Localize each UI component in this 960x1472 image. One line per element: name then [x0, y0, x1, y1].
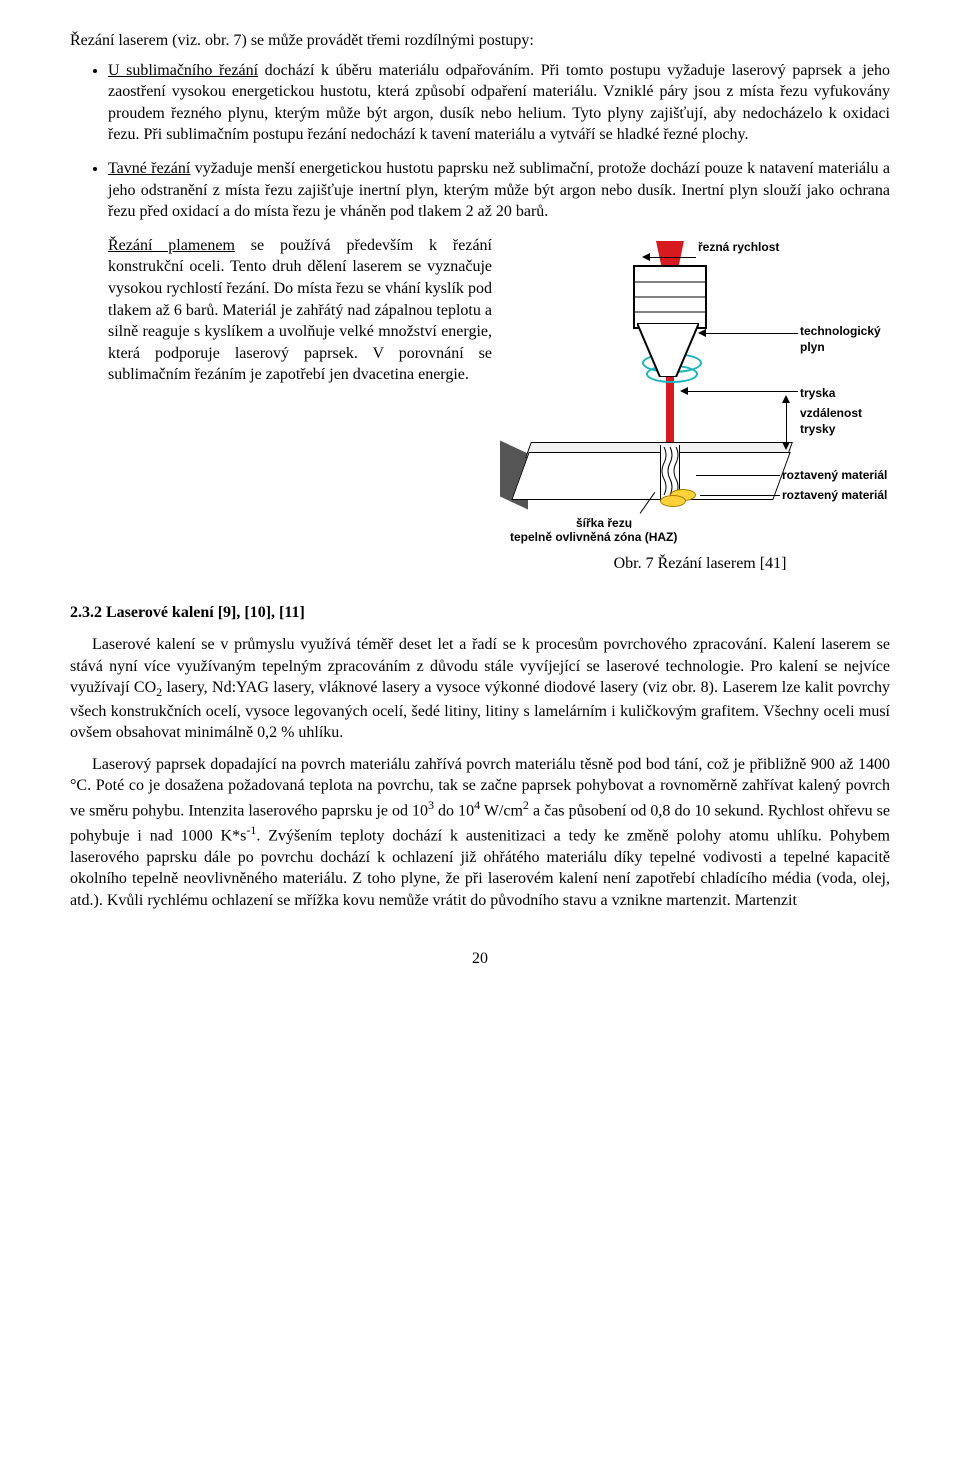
label-cutting-speed: řezná rychlost — [698, 239, 779, 255]
figure-caption: Obr. 7 Řezání laserem [41] — [510, 553, 890, 575]
label-haz: tepelně ovlivněná zóna (HAZ) — [510, 529, 677, 545]
figure-7: řezná rychlost technologický plyn tryska… — [510, 237, 890, 575]
cutting-head-icon — [613, 265, 723, 375]
label-molten-material-2: roztavený materiál — [782, 487, 887, 503]
page-number: 20 — [70, 948, 890, 970]
intro-text: Řezání laserem (viz. obr. 7) se může pro… — [70, 30, 890, 52]
laser-cutting-diagram: řezná rychlost technologický plyn tryska… — [510, 237, 890, 547]
label-standoff: vzdálenost trysky — [800, 405, 862, 437]
bullet-lead: U sublimačního řezání — [108, 62, 258, 79]
bullet-lead: Řezání plamenem — [108, 237, 235, 254]
bullet-list: U sublimačního řezání dochází k úběru ma… — [70, 60, 890, 585]
paragraph: Laserové kalení se v průmyslu využívá té… — [70, 634, 890, 744]
list-item: Tavné řezání vyžaduje menší energetickou… — [108, 158, 890, 223]
bullet-rest: vyžaduje menší energetickou hustotu papr… — [108, 160, 890, 220]
label-nozzle: tryska — [800, 385, 835, 401]
label-process-gas: technologický plyn — [800, 323, 881, 355]
paragraph: Laserový paprsek dopadající na povrch ma… — [70, 754, 890, 912]
molten-material-icon — [660, 495, 686, 507]
bullet-rest: se používá především k řezání konstrukčn… — [108, 237, 492, 384]
label-molten-material: roztavený materiál — [782, 467, 887, 483]
section-heading-232: 2.3.2 Laserové kalení [9], [10], [11] — [70, 602, 890, 624]
list-item: U sublimačního řezání dochází k úběru ma… — [108, 60, 890, 146]
list-item: řezná rychlost technologický plyn tryska… — [108, 235, 890, 585]
bullet-lead: Tavné řezání — [108, 160, 190, 177]
workpiece — [511, 452, 790, 500]
